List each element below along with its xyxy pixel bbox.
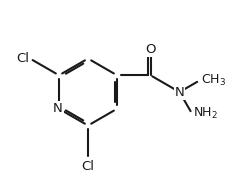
Text: N: N <box>174 86 184 99</box>
Text: N: N <box>53 102 63 115</box>
Text: NH$_2$: NH$_2$ <box>192 106 217 121</box>
Text: CH$_3$: CH$_3$ <box>200 73 225 88</box>
Text: Cl: Cl <box>81 160 94 173</box>
Text: O: O <box>145 43 155 56</box>
Text: Cl: Cl <box>16 52 29 65</box>
